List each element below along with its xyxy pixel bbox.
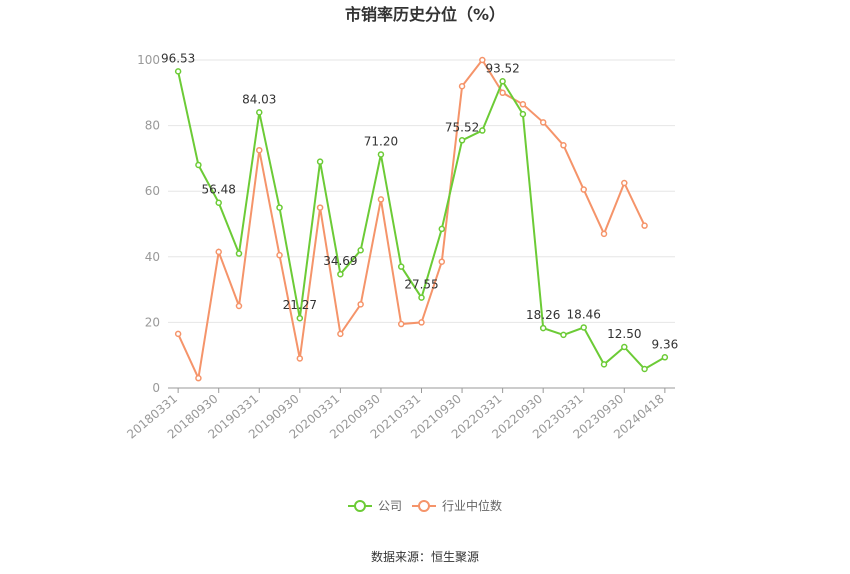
- data-point[interactable]: [276, 251, 283, 259]
- data-label: 96.53: [161, 51, 195, 65]
- legend-item-industry-median[interactable]: 行业中位数: [412, 498, 502, 513]
- data-source: 数据来源：恒生聚源: [371, 549, 479, 564]
- legend-item-company[interactable]: 公司: [348, 499, 402, 513]
- legend-company-label: 公司: [378, 499, 402, 513]
- data-point[interactable]: [174, 330, 182, 338]
- legend: 公司 行业中位数: [348, 498, 502, 513]
- chart-title: 市销率历史分位（%）: [345, 5, 505, 24]
- data-point[interactable]: [215, 248, 222, 256]
- y-tick-label: 20: [145, 315, 160, 329]
- legend-industry-label: 行业中位数: [442, 498, 502, 513]
- data-label: 21.27: [283, 298, 317, 312]
- data-point[interactable]: [296, 314, 304, 322]
- data-point[interactable]: [560, 331, 567, 339]
- y-tick-label: 80: [145, 119, 160, 133]
- data-point[interactable]: [519, 101, 527, 108]
- data-point[interactable]: [661, 354, 669, 361]
- data-point[interactable]: [397, 320, 405, 328]
- y-axis: 0 20 40 60 80 100: [137, 53, 160, 395]
- legend-industry-marker: [418, 500, 430, 512]
- y-tick-label: 100: [137, 53, 160, 67]
- data-point[interactable]: [580, 186, 587, 193]
- data-label: 27.55: [404, 278, 438, 292]
- data-point[interactable]: [519, 110, 527, 118]
- y-tick-label: 40: [145, 250, 160, 264]
- data-point[interactable]: [621, 179, 628, 187]
- data-point[interactable]: [580, 324, 587, 331]
- data-point[interactable]: [539, 324, 547, 332]
- data-point[interactable]: [195, 161, 202, 169]
- data-point[interactable]: [621, 343, 628, 351]
- data-point[interactable]: [235, 250, 243, 257]
- data-point[interactable]: [499, 78, 506, 85]
- data-point[interactable]: [438, 258, 446, 265]
- data-point[interactable]: [256, 146, 263, 154]
- data-point[interactable]: [418, 294, 425, 301]
- data-point[interactable]: [174, 68, 182, 75]
- series-industry-median: [174, 56, 648, 382]
- data-point[interactable]: [397, 263, 405, 270]
- series-layer: [174, 56, 669, 382]
- data-point[interactable]: [296, 355, 304, 362]
- data-point[interactable]: [438, 225, 446, 233]
- data-point[interactable]: [560, 142, 567, 149]
- data-point[interactable]: [600, 230, 608, 238]
- data-point[interactable]: [641, 222, 648, 229]
- data-point[interactable]: [479, 127, 486, 134]
- data-point[interactable]: [377, 151, 385, 158]
- data-labels: 96.53 56.48 84.03 21.27 34.69 71.20 27.55 75.52…: [161, 51, 678, 351]
- data-label: 84.03: [242, 92, 276, 106]
- data-point[interactable]: [418, 319, 425, 326]
- data-point[interactable]: [539, 119, 547, 126]
- data-point[interactable]: [316, 158, 324, 165]
- data-point[interactable]: [479, 56, 486, 64]
- data-point[interactable]: [357, 301, 364, 308]
- y-tick-label: 60: [145, 184, 160, 198]
- data-label: 75.52: [445, 120, 479, 134]
- data-label: 12.50: [607, 327, 641, 341]
- data-point[interactable]: [600, 361, 608, 368]
- data-point[interactable]: [458, 82, 466, 90]
- data-label: 34.69: [323, 254, 357, 268]
- data-label: 18.46: [567, 307, 601, 321]
- data-label: 56.48: [202, 183, 236, 197]
- data-point[interactable]: [337, 270, 344, 278]
- series-company: [174, 68, 669, 373]
- data-label: 93.52: [485, 61, 519, 75]
- legend-company-marker: [354, 500, 366, 512]
- y-tick-label: 0: [152, 381, 160, 395]
- data-point[interactable]: [458, 137, 466, 144]
- data-point[interactable]: [195, 374, 202, 382]
- data-point[interactable]: [235, 302, 243, 310]
- data-point[interactable]: [276, 204, 283, 211]
- data-point[interactable]: [316, 204, 324, 211]
- industry-median-line: [177, 58, 646, 382]
- data-point[interactable]: [215, 199, 222, 206]
- data-point[interactable]: [377, 196, 385, 203]
- data-point[interactable]: [256, 109, 263, 116]
- data-label: 18.26: [526, 308, 560, 322]
- data-point[interactable]: [337, 330, 344, 338]
- x-axis: 2018033120180930201903312019093020200331…: [124, 387, 675, 442]
- data-label: 9.36: [652, 337, 679, 351]
- data-point[interactable]: [357, 246, 364, 254]
- data-point[interactable]: [641, 365, 648, 373]
- data-point[interactable]: [499, 89, 506, 97]
- data-label: 71.20: [364, 134, 398, 148]
